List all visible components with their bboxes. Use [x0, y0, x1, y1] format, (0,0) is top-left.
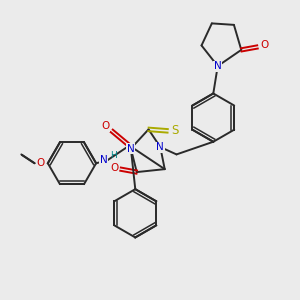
Text: O: O: [261, 40, 269, 50]
Text: O: O: [36, 158, 45, 168]
Text: N: N: [127, 143, 135, 154]
Text: N: N: [214, 61, 222, 71]
Text: H: H: [110, 152, 117, 160]
Text: S: S: [171, 124, 179, 137]
Text: N: N: [156, 142, 164, 152]
Text: O: O: [101, 122, 110, 131]
Text: N: N: [100, 155, 108, 165]
Text: O: O: [110, 163, 118, 173]
